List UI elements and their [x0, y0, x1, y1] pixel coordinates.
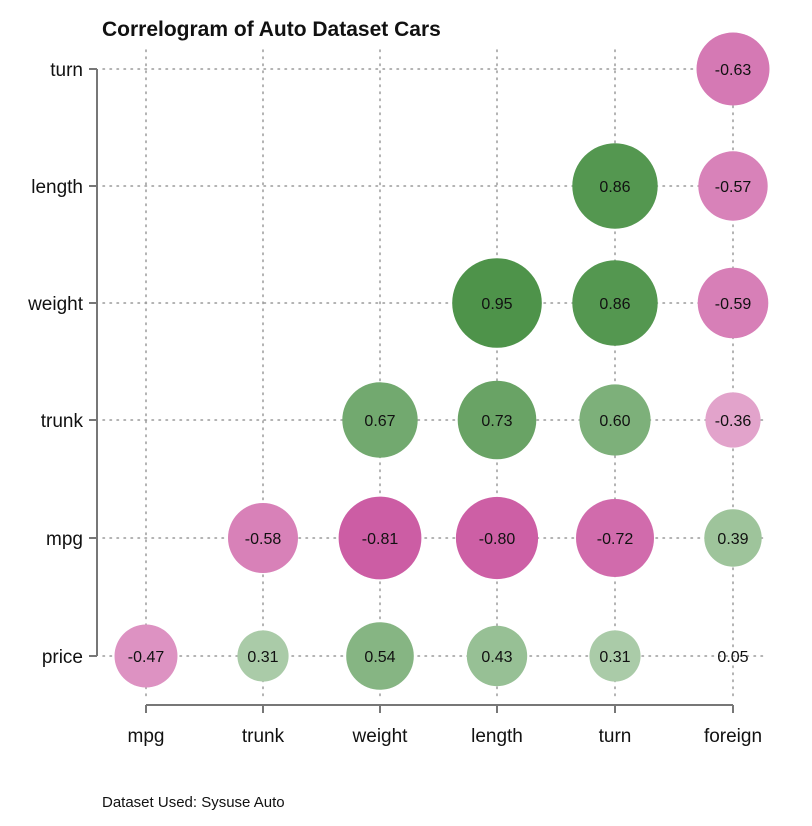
correlation-bubble [572, 260, 658, 346]
x-tick-label: length [471, 726, 523, 747]
correlation-value-label: 0.67 [364, 413, 395, 430]
correlation-value-label: -0.72 [597, 531, 634, 548]
correlation-bubble [572, 143, 658, 229]
correlation-value-label: -0.59 [715, 296, 752, 313]
correlation-bubble [579, 384, 651, 456]
correlation-bubble [696, 32, 770, 106]
y-tick-label: trunk [41, 411, 84, 432]
correlation-bubble [705, 392, 761, 448]
correlation-bubble [457, 380, 537, 460]
correlation-bubble [237, 630, 289, 682]
x-tick-label: mpg [128, 726, 165, 747]
correlation-value-label: 0.05 [717, 649, 748, 666]
correlation-value-label: -0.80 [479, 531, 516, 548]
correlation-bubble [346, 622, 414, 690]
correlation-value-label: 0.73 [481, 413, 512, 430]
correlation-bubble [455, 496, 539, 580]
correlation-bubble [452, 258, 542, 348]
x-tick-label: trunk [242, 726, 285, 747]
correlation-bubble [698, 151, 768, 221]
correlation-bubble [338, 496, 422, 580]
correlation-bubble [466, 625, 528, 687]
correlation-value-label: -0.81 [362, 531, 399, 548]
correlation-bubble [228, 503, 298, 573]
correlation-bubble [697, 267, 769, 339]
correlation-value-label: 0.31 [599, 649, 630, 666]
correlation-value-label: -0.36 [715, 413, 752, 430]
x-tick-label: weight [352, 726, 409, 747]
y-tick-label: price [42, 647, 83, 668]
y-tick-label: length [31, 177, 83, 198]
correlation-value-label: 0.39 [717, 531, 748, 548]
y-tick-label: weight [27, 294, 84, 315]
dataset-note: Dataset Used: Sysuse Auto [102, 794, 285, 811]
correlation-bubble [589, 630, 641, 682]
chart-title: Correlogram of Auto Dataset Cars [102, 18, 441, 41]
x-tick-label: turn [599, 726, 632, 747]
y-tick-label: turn [50, 60, 83, 81]
correlation-value-label: -0.47 [128, 649, 165, 666]
correlation-value-label: 0.95 [481, 296, 512, 313]
correlation-bubble [114, 624, 178, 688]
correlation-value-label: 0.43 [481, 649, 512, 666]
correlation-value-label: -0.57 [715, 179, 752, 196]
correlation-bubble [342, 382, 418, 458]
correlation-value-label: 0.86 [599, 296, 630, 313]
correlation-bubble [576, 499, 654, 577]
correlation-bubble [704, 509, 762, 567]
correlation-value-label: 0.31 [247, 649, 278, 666]
correlation-value-label: 0.54 [364, 649, 395, 666]
x-tick-label: foreign [704, 726, 762, 747]
correlation-value-label: 0.60 [599, 413, 630, 430]
correlation-value-label: -0.63 [715, 62, 752, 79]
correlation-value-label: -0.58 [245, 531, 282, 548]
y-tick-label: mpg [46, 529, 83, 550]
correlation-value-label: 0.86 [599, 179, 630, 196]
